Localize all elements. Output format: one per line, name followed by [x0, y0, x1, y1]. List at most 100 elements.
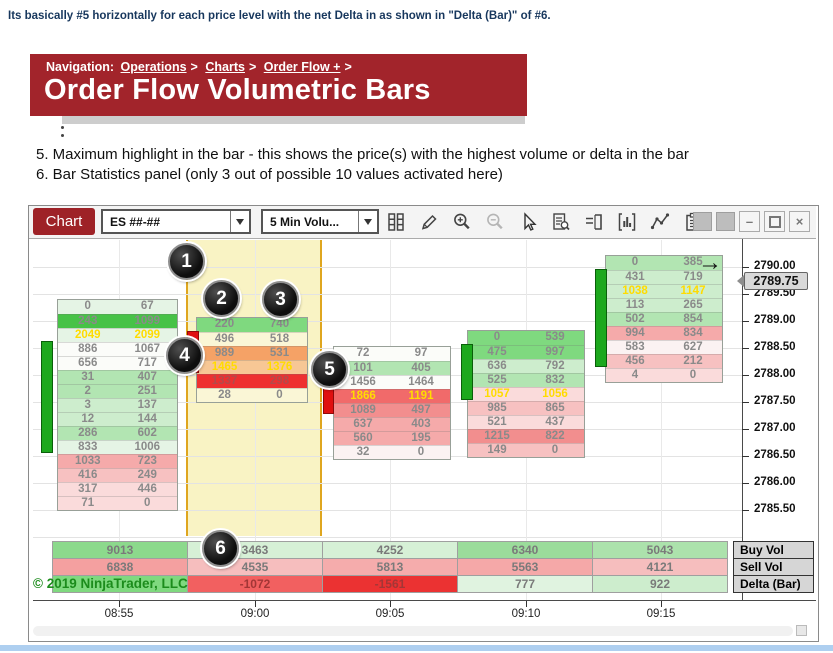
price-row: 989 531 — [197, 346, 307, 360]
bid-volume: 636 — [487, 360, 507, 372]
price-label: 2788.50 — [754, 341, 796, 353]
zigzag-icon[interactable] — [648, 210, 671, 233]
price-label: 2786.00 — [754, 476, 796, 488]
price-row: 113 265 — [606, 298, 722, 312]
bid-volume: 220 — [214, 318, 235, 330]
ask-volume: 1099 — [134, 315, 161, 327]
time-label: 09:10 — [511, 608, 541, 620]
interval-dropdown[interactable]: 5 Min Volu... — [261, 209, 379, 234]
price-row: 0 385 — [606, 256, 722, 270]
callout-badge-5: 5 — [311, 351, 348, 388]
candle-up — [595, 269, 607, 367]
price-row: 525 832 — [468, 373, 584, 387]
candle-down — [323, 388, 334, 414]
breadcrumb-separator: > — [248, 60, 257, 74]
note-6: 6. Bar Statistics panel (only 3 out of p… — [36, 166, 503, 183]
ask-volume: 1067 — [134, 343, 161, 355]
price-row: 583 627 — [606, 340, 722, 354]
bid-volume: 1465 — [211, 361, 238, 373]
indicators-icon[interactable] — [615, 210, 638, 233]
price-row: 431 719 — [606, 270, 722, 284]
candle-up — [461, 344, 473, 400]
tab-chart[interactable]: Chart — [33, 208, 95, 235]
stat-row-label: Delta (Bar) — [733, 575, 814, 593]
zoom-in-icon[interactable] — [450, 210, 473, 233]
grid-columns-icon[interactable] — [384, 210, 407, 233]
bid-volume: 1215 — [484, 430, 510, 442]
pencil-icon[interactable] — [417, 210, 440, 233]
restore-button[interactable] — [764, 211, 785, 232]
ask-volume: 1006 — [134, 441, 161, 453]
price-row: 456 212 — [606, 354, 722, 368]
bid-volume: 12 — [81, 413, 95, 425]
bid-volume: 985 — [487, 402, 507, 414]
intro-text: Its basically #5 horizontally for each p… — [8, 10, 551, 22]
bid-volume: 0 — [631, 256, 639, 268]
bid-volume: 456 — [625, 355, 645, 367]
volumetric-bar: 72 97 101 405 1456 1464 1866 1191 1089 497 637 403 5… — [333, 346, 451, 460]
price-label: 2785.50 — [754, 503, 796, 515]
price-label: 2788.00 — [754, 368, 796, 380]
bid-volume: 149 — [487, 444, 507, 456]
scrollbar-grip[interactable] — [796, 625, 807, 636]
close-icon[interactable]: × — [789, 211, 810, 232]
zoom-out-icon[interactable] — [483, 210, 506, 233]
note-5: 5. Maximum highlight in the bar - this s… — [36, 146, 689, 163]
panel-button[interactable] — [716, 212, 735, 231]
price-axis-line — [742, 238, 743, 600]
price-row: 833 1006 — [58, 440, 177, 454]
bid-volume: 317 — [78, 483, 98, 495]
price-row: 637 403 — [334, 417, 450, 431]
time-tick — [661, 601, 662, 607]
bid-volume: 1033 — [74, 455, 101, 467]
stat-cell: 5043 — [592, 541, 728, 559]
stat-cell: 9013 — [52, 541, 188, 559]
panel-button[interactable] — [693, 212, 712, 231]
ask-volume: 212 — [683, 355, 703, 367]
ask-volume: 1464 — [408, 376, 434, 388]
ask-volume: 0 — [276, 389, 283, 401]
bid-volume: 1866 — [350, 390, 376, 402]
window-controls: – × — [693, 211, 810, 232]
ask-volume: 719 — [683, 271, 703, 283]
bid-volume: 475 — [487, 346, 507, 358]
ask-volume: 97 — [414, 347, 428, 359]
bid-volume: 416 — [78, 469, 98, 481]
time-tick — [526, 601, 527, 607]
stat-cell: 777 — [457, 575, 593, 593]
bid-volume: 994 — [625, 327, 645, 339]
price-row: 32 0 — [334, 445, 450, 459]
price-label: 2789.50 — [754, 287, 796, 299]
price-row: 416 249 — [58, 468, 177, 482]
data-box-icon[interactable] — [582, 210, 605, 233]
horizontal-scrollbar[interactable] — [33, 626, 793, 636]
h-gridline — [33, 483, 742, 484]
ask-volume: 446 — [137, 483, 157, 495]
breadcrumb-link-operations[interactable]: Operations — [120, 60, 187, 74]
price-tick — [742, 429, 749, 430]
bid-volume: 656 — [78, 357, 98, 369]
ask-volume: 717 — [137, 357, 157, 369]
report-search-icon[interactable] — [549, 210, 572, 233]
breadcrumb-link-charts[interactable]: Charts — [205, 60, 245, 74]
minimize-button[interactable]: – — [739, 211, 760, 232]
stat-cell: 4252 — [322, 541, 458, 559]
price-row: 220 740 — [197, 318, 307, 332]
page-title: Order Flow Volumetric Bars — [44, 74, 431, 106]
bottom-divider — [0, 645, 833, 651]
bid-volume: 2 — [84, 385, 91, 397]
h-gridline — [33, 537, 742, 538]
time-tick — [390, 601, 391, 607]
ask-volume: 740 — [269, 318, 290, 330]
instrument-dropdown[interactable]: ES ##-## — [101, 209, 251, 234]
ellipsis-dot — [61, 126, 64, 129]
price-tick — [742, 375, 749, 376]
ask-volume: 997 — [545, 346, 565, 358]
price-row: 101 405 — [334, 361, 450, 375]
price-label: 2787.00 — [754, 422, 796, 434]
bid-volume: 0 — [493, 331, 501, 343]
breadcrumb-link-order-flow[interactable]: Order Flow + — [263, 60, 341, 74]
cursor-icon[interactable] — [516, 210, 539, 233]
ask-volume: 265 — [683, 299, 703, 311]
